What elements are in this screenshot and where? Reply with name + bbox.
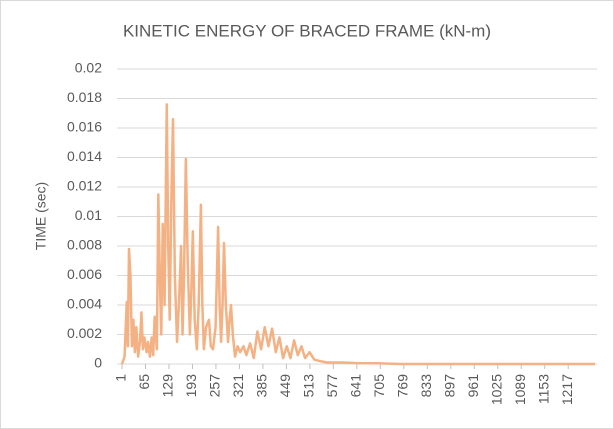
x-tick-label: 1153 (535, 374, 551, 404)
x-tick-label: 1025 (488, 374, 504, 405)
x-tick-label: 193 (183, 374, 199, 398)
x-tick-label: 577 (324, 374, 340, 398)
x-tick-label: 65 (136, 374, 152, 390)
x-tick-label: 833 (418, 374, 434, 398)
y-tick-label: 0 (94, 355, 102, 371)
y-tick-label: 0.004 (67, 296, 102, 312)
x-tick-label: 961 (465, 374, 481, 398)
x-tick-label: 705 (371, 374, 387, 398)
x-tick-label: 769 (395, 374, 411, 398)
y-tick-label: 0.02 (75, 60, 102, 76)
x-tick-label: 513 (301, 374, 317, 398)
x-tick-label: 321 (230, 374, 246, 398)
x-tick-label: 129 (160, 374, 176, 398)
chart-title: KINETIC ENERGY OF BRACED FRAME (kN-m) (123, 21, 491, 40)
y-axis-label: TIME (sec) (33, 182, 49, 250)
line (120, 103, 595, 366)
x-tick-label: 897 (441, 374, 457, 398)
x-tick-label: 1217 (559, 374, 575, 405)
y-tick-label: 0.01 (75, 207, 102, 223)
x-tick-label: 257 (207, 374, 223, 398)
x-tick-label: 1089 (512, 374, 528, 405)
x-tick-label: 641 (348, 374, 364, 398)
x-tick-label: 1 (113, 374, 129, 382)
y-tick-label: 0.006 (67, 266, 102, 282)
x-tick-label: 449 (277, 374, 293, 398)
y-tick-label: 0.016 (67, 119, 102, 135)
x-tick-label: 385 (254, 374, 270, 398)
y-tick-label: 0.002 (67, 325, 102, 341)
y-tick-label: 0.012 (67, 178, 102, 194)
y-tick-label: 0.008 (67, 237, 102, 253)
y-tick-label: 0.014 (67, 148, 102, 164)
y-tick-label: 0.018 (67, 89, 102, 105)
